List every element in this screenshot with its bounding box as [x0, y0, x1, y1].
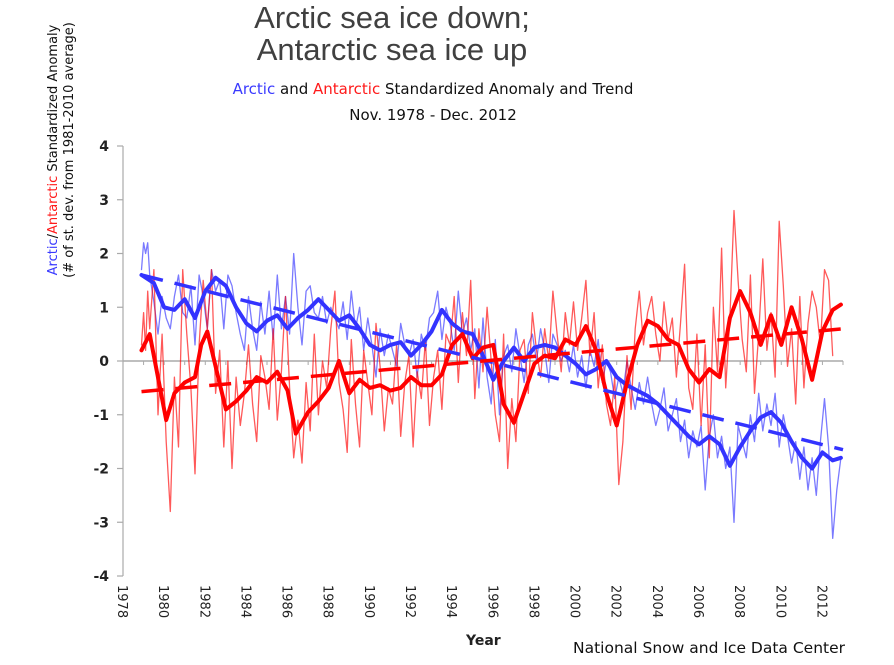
y-tick-label: 0 — [99, 354, 109, 370]
x-tick-label: 2002 — [608, 585, 623, 618]
headline-line-1: Arctic sea ice down; — [254, 0, 530, 35]
chart-title-arctic: Arctic — [232, 80, 276, 98]
y-tick-label: 2 — [99, 247, 109, 263]
x-tick-label: 1980 — [155, 585, 170, 618]
arctic-linear-trend-line — [141, 273, 844, 452]
y-tick-label: -2 — [93, 462, 109, 478]
x-tick-label: 2010 — [772, 585, 787, 618]
x-tick-label: 1998 — [525, 585, 540, 618]
y-tick-label: -1 — [93, 408, 109, 424]
x-tick-label: 1984 — [237, 585, 252, 618]
y-tick-label: 4 — [99, 139, 109, 155]
x-tick-label: 1986 — [279, 585, 294, 618]
x-tick-label: 1992 — [402, 585, 417, 618]
x-tick-label: 2008 — [731, 585, 746, 618]
y-tick-label: -4 — [93, 569, 109, 585]
chart-title-rest: Standardized Anomaly and Trend — [380, 80, 634, 98]
y-tick-label: -3 — [93, 515, 109, 531]
source-credit: National Snow and Ice Data Center — [573, 639, 846, 657]
x-tick-label: 1990 — [361, 585, 376, 618]
x-tick-label: 1978 — [114, 585, 129, 618]
y-tick-label: 1 — [99, 300, 109, 316]
x-tick-label: 1994 — [443, 585, 458, 618]
antarctic-linear-trend-line — [141, 327, 844, 394]
x-tick-label: 2000 — [567, 585, 582, 618]
y-tick-label: 3 — [99, 193, 109, 209]
chart-title-antarctic: Antarctic — [313, 80, 381, 98]
x-tick-label: 1996 — [484, 585, 499, 618]
x-tick-label: 2006 — [690, 585, 705, 618]
x-tick-label: 1982 — [196, 585, 211, 618]
x-tick-label: 2004 — [649, 585, 664, 618]
chart-title-and: and — [275, 80, 313, 98]
chart-title: Arctic and Antarctic Standardized Anomal… — [0, 80, 880, 98]
headline-line-2: Antarctic sea ice up — [256, 32, 528, 67]
x-axis-title: Year — [466, 633, 501, 649]
x-tick-label: 2012 — [813, 585, 828, 618]
chart-subtitle: Nov. 1978 - Dec. 2012 — [349, 106, 517, 124]
x-tick-label: 1988 — [320, 585, 335, 618]
